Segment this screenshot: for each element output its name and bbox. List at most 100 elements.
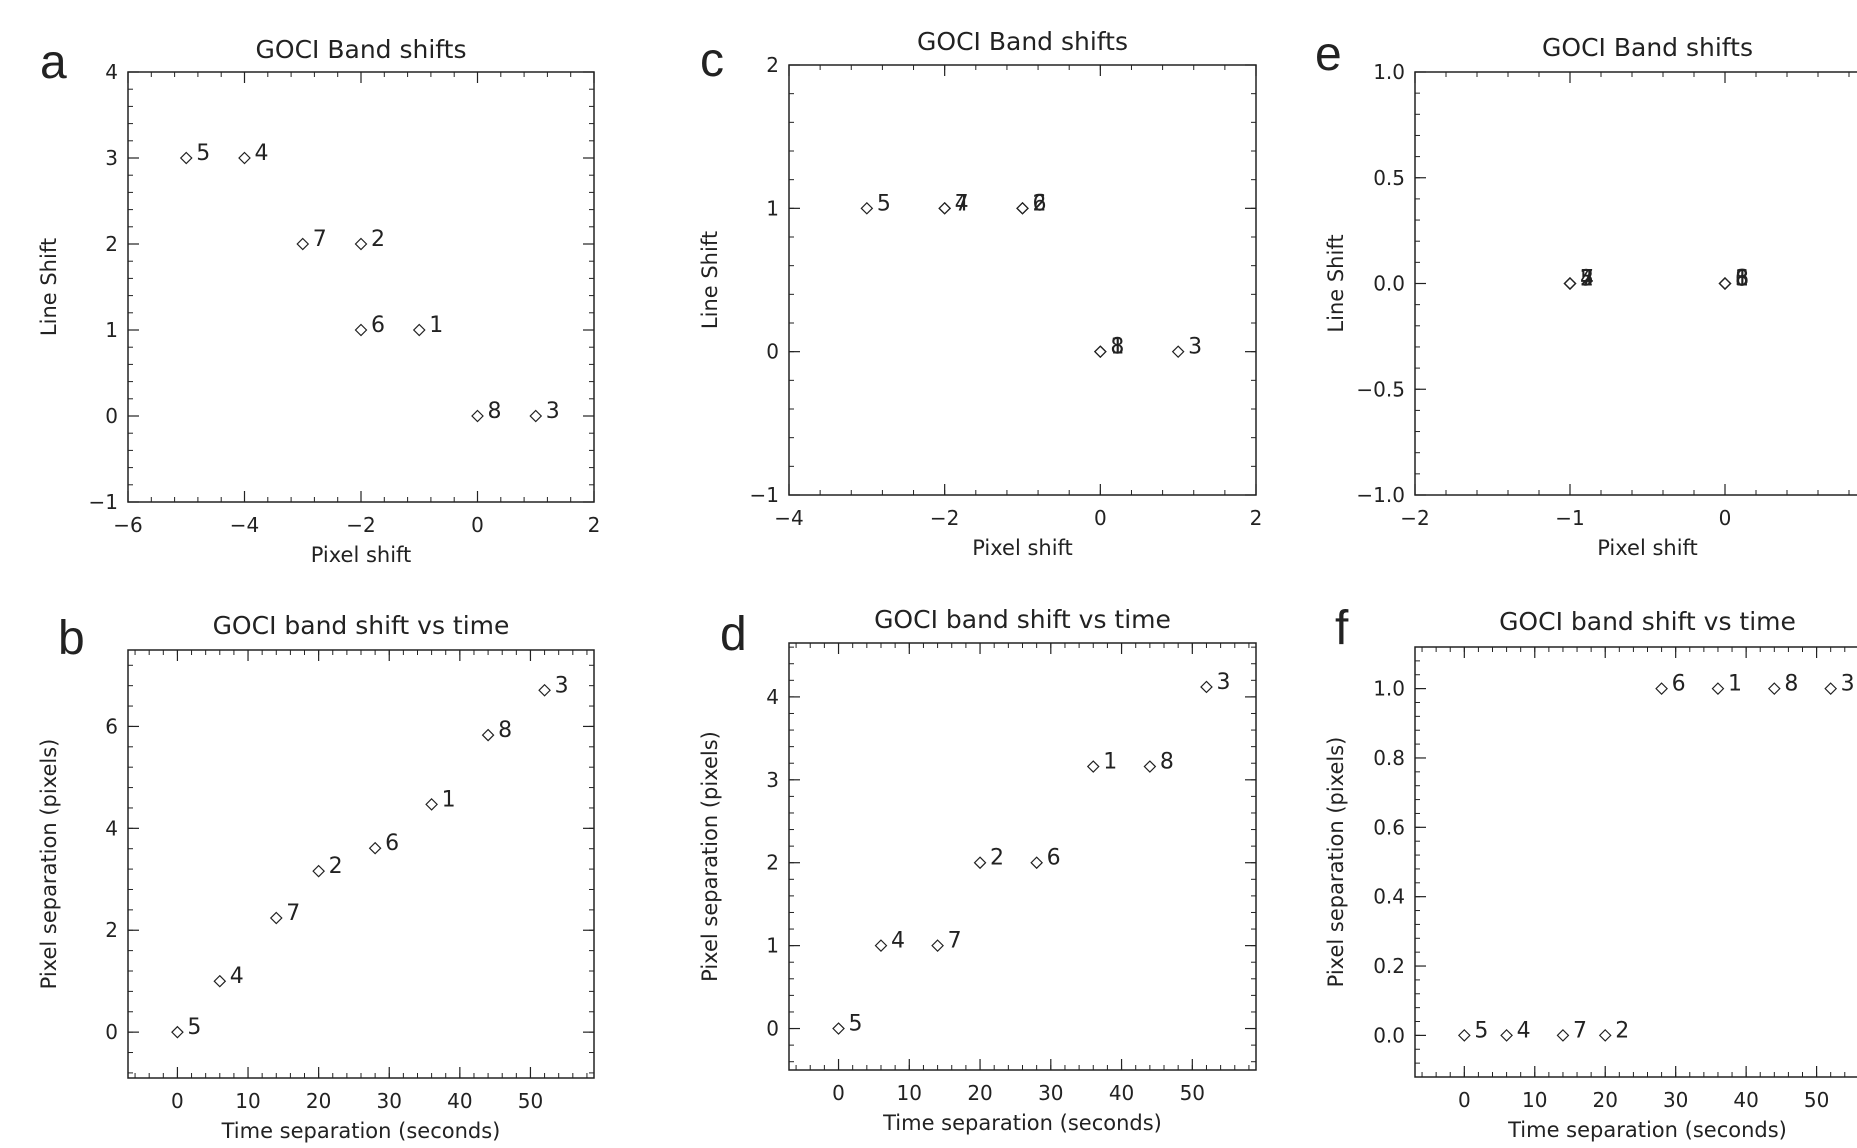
data-point-label: 8 [1735,267,1749,292]
data-point-label: 2 [329,854,343,879]
data-point-label: 7 [286,901,300,926]
panel-letter: d [720,608,747,661]
x-tick-label: 0 [832,1081,845,1105]
chart-panel-a: a GOCI Band shifts −6 −4 −2 0 2 −1 0 1 2 3 4 Pixel sh… [37,35,600,567]
chart-panel-c: c GOCI Band shifts −4 −2 0 2 −1 0 1 2 Pixel shift L… [698,27,1262,560]
data-point-label: 3 [1216,670,1230,695]
data-point-marker [171,1025,184,1039]
x-tick-label: 0 [471,513,484,537]
x-tick-label: 10 [897,1081,922,1105]
y-tick-label: 4 [105,816,118,840]
data-point-label: 1 [1103,750,1117,775]
y-tick-label: 0.5 [1373,166,1405,190]
x-tick-label: 50 [1804,1088,1829,1112]
chart-title: GOCI Band shifts [256,35,467,64]
x-tick-label: −6 [113,513,142,537]
data-point-marker [1824,682,1838,695]
x-axis-label: Time separation (seconds) [1507,1118,1787,1142]
data-point-marker [931,939,944,952]
data-point-marker [179,151,193,165]
y-tick-label: 4 [766,685,779,709]
x-tick-label: 0 [171,1089,184,1113]
x-axis-label: Time separation (seconds) [882,1111,1162,1135]
x-tick-label: 30 [377,1089,402,1113]
data-point-label: 6 [1672,672,1686,697]
data-point-marker [1016,201,1029,215]
data-point-marker [1457,1029,1471,1042]
data-point-marker [481,728,495,742]
data-point-label: 6 [371,313,385,338]
y-tick-label: −0.5 [1356,377,1405,401]
y-axis-label: Line Shift [1324,234,1348,332]
data-point-marker [1093,345,1107,359]
data-point-label: 2 [371,227,385,252]
data-point-label: 6 [1735,267,1749,292]
data-point-label: 8 [1160,750,1174,775]
x-tick-label: −2 [346,513,375,537]
data-point-label: 8 [498,718,512,743]
data-point-marker [1718,277,1732,290]
y-tick-label: 1 [766,934,779,958]
x-tick-label: 10 [1522,1088,1547,1112]
data-point-marker [860,201,874,215]
data-point-marker [471,409,484,423]
x-tick-label: 40 [1109,1081,1134,1105]
data-point-label: 6 [1047,846,1061,871]
x-axis-label: Time separation (seconds) [221,1119,501,1143]
data-point-marker [1500,1029,1513,1042]
x-axis-label: Pixel shift [1597,536,1698,560]
data-point-label: 6 [1033,191,1047,216]
data-point-marker [1171,345,1185,359]
panel-letter: e [1315,28,1342,81]
data-point-marker [238,151,251,165]
x-tick-label: 20 [967,1081,992,1105]
data-point-label: 1 [1728,672,1742,697]
x-tick-label: 0 [1719,506,1732,530]
data-point-marker [1200,680,1213,694]
plot-frame [1414,646,1857,1078]
data-point-marker [1598,1029,1612,1042]
panel-letter: c [700,34,724,87]
y-tick-label: 6 [105,714,118,738]
x-tick-label: 0 [1094,506,1107,530]
data-point-marker [213,974,227,988]
y-tick-label: 0.0 [1373,1023,1405,1047]
y-tick-label: 2 [766,851,779,875]
data-point-marker [1556,1029,1570,1042]
plot-frame [127,71,595,503]
y-tick-label: 0.0 [1373,272,1405,296]
x-tick-label: 40 [1733,1088,1758,1112]
data-point-label: 7 [955,191,969,216]
data-point-label: 4 [891,929,905,954]
data-point-marker [1016,201,1029,215]
x-tick-label: 30 [1663,1088,1688,1112]
data-point-label: 2 [990,846,1004,871]
y-axis-label: Line Shift [698,231,722,329]
data-point-label: 1 [442,787,456,812]
x-tick-label: 20 [1593,1088,1618,1112]
data-point-marker [1086,760,1100,773]
data-point-marker [874,939,888,952]
data-point-marker [296,237,310,251]
data-point-marker [1655,682,1668,695]
y-axis-label: Pixel separation (pixels) [1324,737,1348,988]
data-point-label: 2 [1615,1018,1629,1043]
data-point-marker [529,409,543,423]
x-tick-label: 2 [1250,506,1263,530]
chart-panel-b: b GOCI band shift vs time 0 10 20 30 40 50 0 2 4 6 T… [37,611,595,1143]
data-point-marker [368,841,382,855]
data-point-label: 8 [488,399,502,424]
data-point-label: 1 [1735,267,1749,292]
x-tick-label: −2 [1400,506,1429,530]
y-tick-label: 1 [766,196,779,220]
panel-letter: a [40,36,67,89]
data-point-label: 4 [1517,1018,1531,1043]
plot-frame [788,642,1257,1071]
y-tick-label: 1.0 [1373,60,1405,84]
y-tick-label: 0 [105,404,118,428]
y-tick-label: 3 [766,768,779,792]
plot-frame [1414,71,1857,496]
y-tick-label: 3 [105,146,118,170]
data-point-marker [354,323,368,337]
